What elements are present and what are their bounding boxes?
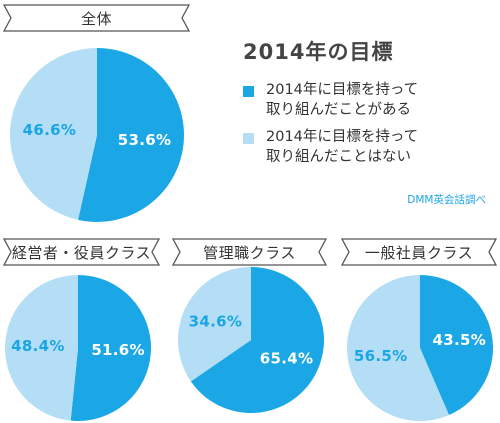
ribbon-overall: 全体 (3, 4, 190, 32)
ribbon-shape (3, 4, 190, 32)
ribbon-staff: 一般社員クラス (341, 238, 497, 266)
pie-slice-no (346, 275, 449, 421)
legend-text-no-line2: 取り組んだことはない (266, 149, 411, 165)
legend-text-no-line1: 2014年に目標を持って (266, 129, 419, 145)
pie-label-yes: 65.4% (260, 350, 314, 368)
pie-slice-yes (190, 267, 324, 413)
ribbon-managers: 管理職クラス (172, 238, 327, 266)
pie-slice-yes (420, 275, 493, 415)
pie-slice-no (177, 267, 251, 382)
chart-title-overall: 全体 (80, 9, 112, 28)
pie-label-no: 34.6% (189, 312, 243, 330)
chart-title-executives: 経営者・役員クラス (11, 243, 152, 262)
pie-label-no: 48.4% (11, 337, 65, 355)
chart-title-staff: 一般社員クラス (364, 243, 474, 262)
pie-label-no: 46.6% (23, 121, 77, 139)
legend-text-no: 2014年に目標を持って 取り組んだことはない (266, 127, 486, 167)
legend-item-yes: 2014年に目標を持って 取り組んだことがある (243, 80, 483, 124)
chart-title-managers: 管理職クラス (203, 243, 296, 262)
pie-label-yes: 43.5% (433, 331, 487, 349)
pie-label-yes: 51.6% (91, 341, 145, 359)
ribbon-shape (3, 238, 160, 266)
legend-text-yes-line1: 2014年に目標を持って (266, 82, 419, 98)
source-note: DMM英会話調べ (407, 194, 486, 206)
ribbon-shape (172, 238, 327, 266)
pie-slice-yes (70, 275, 151, 421)
legend-swatch-no (243, 133, 254, 144)
legend-item-no: 2014年に目標を持って 取り組んだことはない (243, 127, 483, 171)
legend-text-yes: 2014年に目標を持って 取り組んだことがある (266, 80, 486, 120)
legend-title: 2014年の目標 (243, 40, 394, 64)
pie-slice-yes (78, 48, 184, 222)
pie-label-yes: 53.6% (118, 131, 172, 149)
ribbon-shape (341, 238, 497, 266)
pie-label-no: 56.5% (354, 347, 408, 365)
ribbon-executives: 経営者・役員クラス (3, 238, 160, 266)
legend-text-yes-line2: 取り組んだことがある (266, 102, 411, 118)
pie-slice-no (4, 275, 79, 421)
legend-swatch-yes (243, 86, 254, 97)
pie-slice-no (9, 48, 97, 220)
